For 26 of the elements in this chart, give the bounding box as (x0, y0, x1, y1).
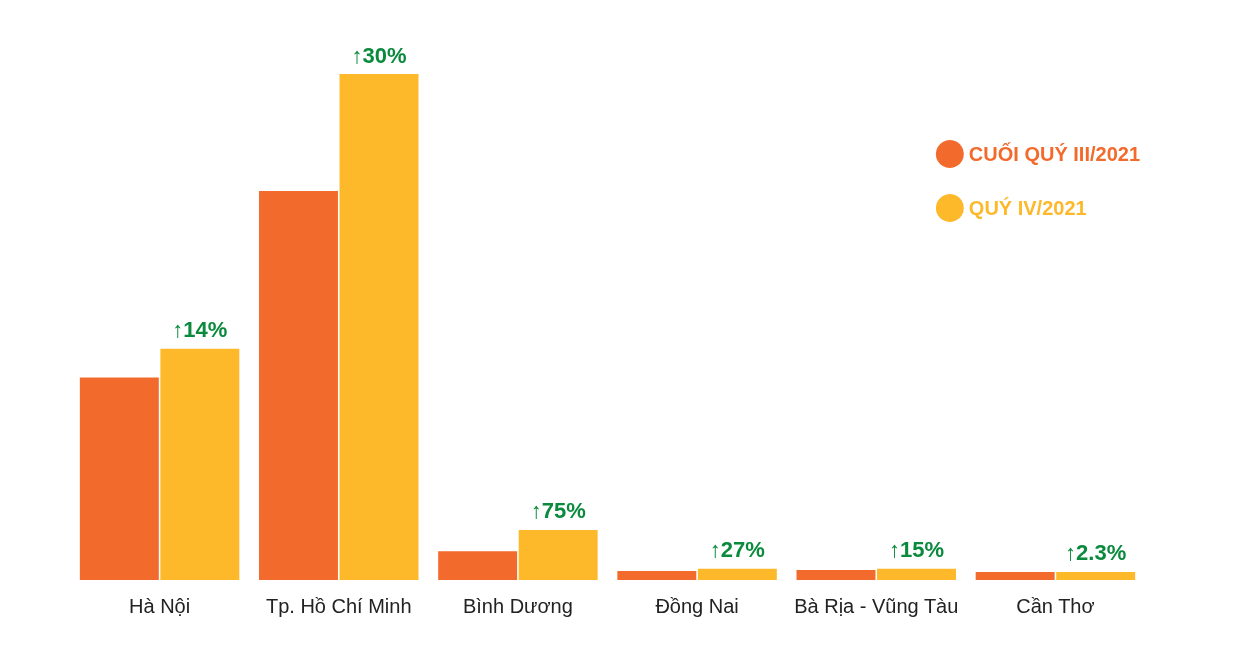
annotation: ↑27% (709, 537, 765, 563)
x-tick-label: Bà Rịa - Vũng Tàu (794, 595, 959, 617)
legend-label: QUÝ IV/2021 (968, 196, 1087, 219)
bar (877, 568, 956, 580)
annotation: ↑75% (530, 498, 586, 524)
x-tick-label: Tp. Hồ Chí Minh (265, 595, 412, 617)
bar (259, 190, 338, 580)
bar (518, 529, 598, 580)
annotation: ↑30% (351, 42, 407, 68)
x-tick-label: Cần Thơ (1016, 595, 1095, 617)
x-tick-label: Hà Nội (129, 595, 191, 617)
annotation: ↑14% (172, 317, 228, 343)
legend-label: CUỐI QUÝ III/2021 (968, 142, 1140, 165)
bar (617, 570, 697, 580)
bar (975, 571, 1055, 580)
bar (339, 74, 419, 580)
bar (697, 568, 777, 580)
x-tick-label: Đồng Nai (655, 595, 739, 617)
bar (1056, 571, 1136, 580)
annotation: ↑15% (888, 537, 945, 563)
bar (796, 569, 876, 580)
bar (438, 551, 518, 580)
annotation: ↑2.3% (1065, 540, 1127, 566)
x-tick-label: Bình Dương (462, 595, 573, 617)
bar (79, 377, 159, 580)
bar (160, 348, 240, 580)
